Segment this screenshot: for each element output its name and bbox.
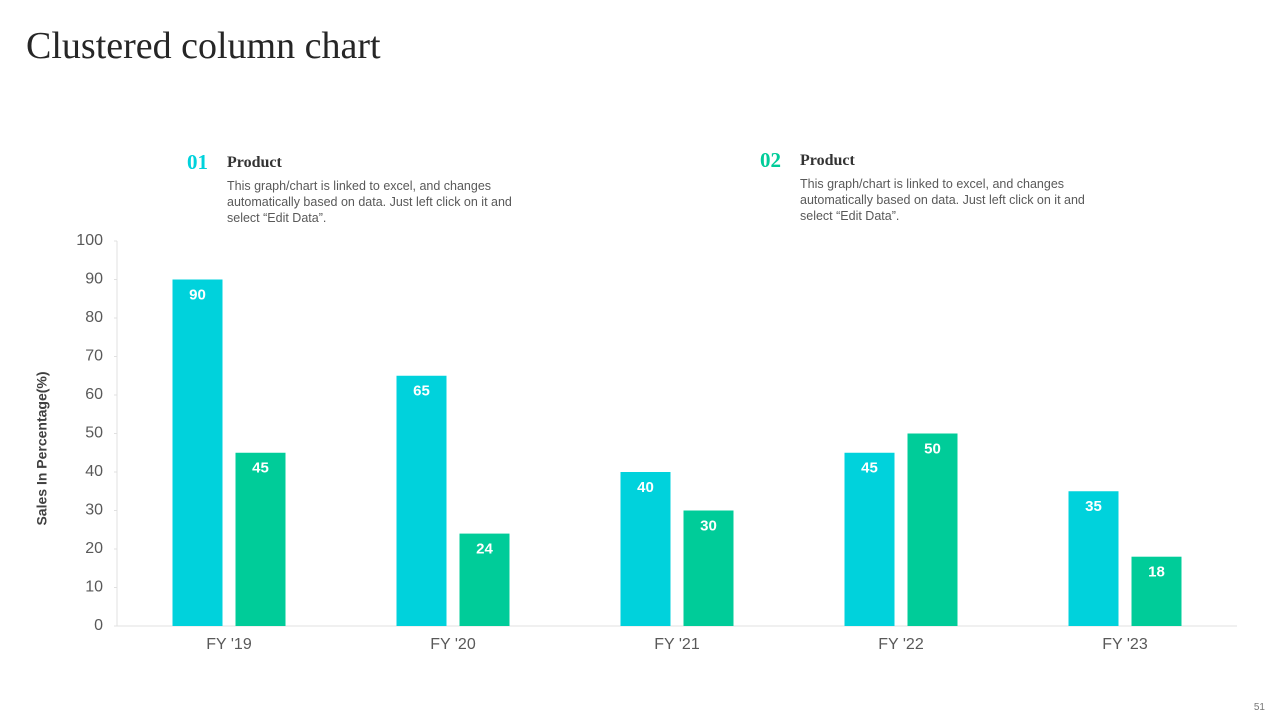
legend-label: Product [227, 154, 282, 171]
x-tick-label: FY '21 [654, 636, 700, 653]
bar [172, 279, 223, 626]
bar [1131, 556, 1182, 626]
bar [396, 375, 447, 626]
y-tick-label: 20 [85, 540, 103, 557]
y-tick-label: 0 [94, 617, 103, 634]
bar [683, 510, 734, 626]
legend-item: 01 Product This graph/chart is linked to e… [187, 150, 517, 240]
x-tick-label: FY '19 [206, 636, 252, 653]
y-axis-title: Sales In Percentage(%) [34, 371, 50, 525]
value-label: 40 [637, 479, 654, 496]
value-label: 30 [700, 517, 717, 534]
y-tick-label: 60 [85, 386, 103, 403]
bar [844, 452, 895, 626]
value-label: 18 [1148, 564, 1165, 581]
value-label: 45 [861, 460, 878, 477]
slide-title: Clustered column chart [26, 25, 381, 67]
y-tick-label: 50 [85, 425, 103, 442]
value-label: 35 [1085, 498, 1102, 515]
legend-item: 02 Product This graph/chart is linked to e… [760, 148, 1090, 238]
legend-number: 02 [760, 148, 781, 172]
x-tick-label: FY '20 [430, 636, 476, 653]
legend-number: 01 [187, 150, 208, 174]
y-tick-label: 100 [76, 232, 103, 249]
y-tick-label: 10 [85, 579, 103, 596]
value-label: 24 [476, 541, 493, 558]
y-tick-label: 90 [85, 271, 103, 288]
y-tick-label: 70 [85, 348, 103, 365]
y-tick-label: 80 [85, 309, 103, 326]
bar [235, 452, 286, 626]
x-tick-label: FY '23 [1102, 636, 1148, 653]
bar [907, 433, 958, 626]
x-tick-label: FY '22 [878, 636, 924, 653]
value-label: 45 [252, 460, 269, 477]
bar [1068, 491, 1119, 626]
legend-description: This graph/chart is linked to excel, and… [800, 177, 1085, 223]
page-number: 51 [1253, 702, 1265, 713]
value-label: 50 [924, 440, 941, 457]
legend-description: This graph/chart is linked to excel, and… [227, 179, 512, 225]
value-label: 65 [413, 383, 430, 400]
y-tick-label: 30 [85, 502, 103, 519]
legend-label: Product [800, 152, 855, 169]
bar [620, 472, 671, 626]
value-label: 90 [189, 286, 206, 303]
y-tick-label: 40 [85, 463, 103, 480]
bar [459, 533, 510, 626]
